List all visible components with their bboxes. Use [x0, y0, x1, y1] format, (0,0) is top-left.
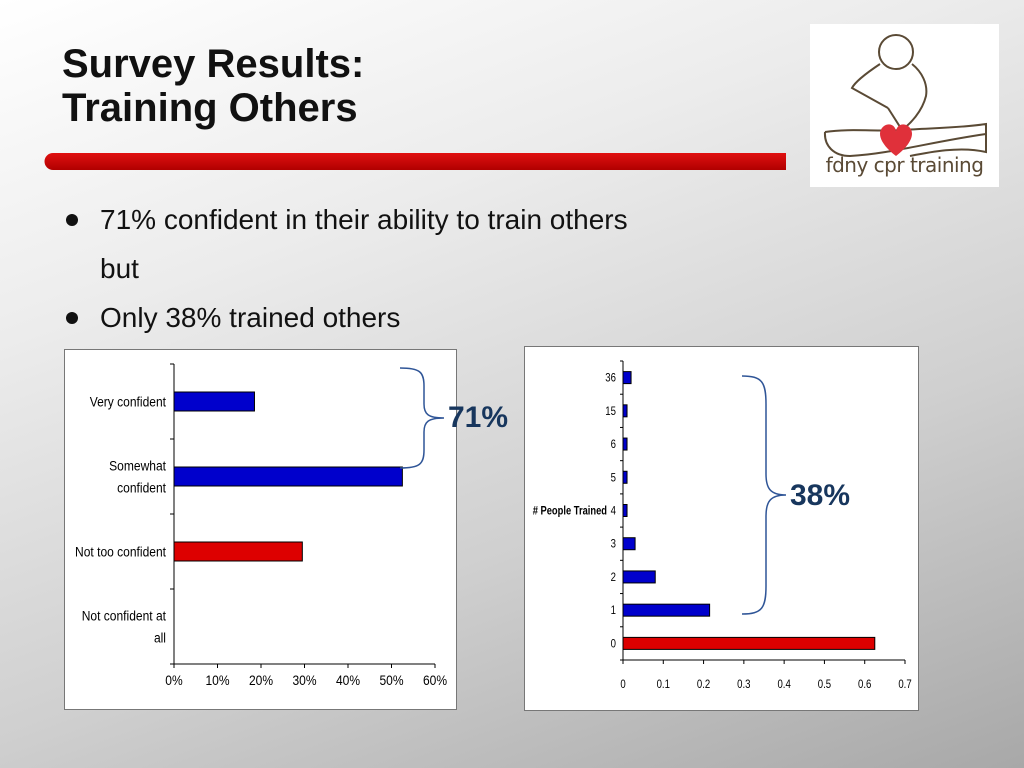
- red-divider-rule: [44, 153, 786, 170]
- x-tick-label: 0.1: [657, 678, 670, 691]
- x-tick-label: 20%: [249, 672, 273, 688]
- x-tick-label: 30%: [292, 672, 316, 688]
- slide-title: Survey Results: Training Others: [62, 42, 364, 130]
- bar-somewhat-confident: [173, 466, 403, 487]
- bullet-text: 71% confident in their ability to train …: [100, 204, 628, 235]
- x-tick-label: 0%: [165, 672, 183, 688]
- cpr-figure-icon: [823, 34, 987, 158]
- brace-38-icon: [741, 375, 787, 615]
- category-label: Very confident: [90, 394, 167, 410]
- category-label: 2: [611, 571, 616, 584]
- title-line-1: Survey Results:: [62, 42, 365, 86]
- bullet-item: Only 38% trained others: [62, 293, 762, 342]
- x-tick-label: 0.5: [818, 678, 831, 691]
- y-axis-label: # People Trained: [533, 504, 607, 517]
- x-tick-label: 60%: [423, 672, 447, 688]
- category-label: 4: [611, 505, 616, 518]
- people-trained-bar-chart: 36 15 6 5 4 3 2 1 0 # People Trained 0 0.1 0.2 0.3 0.4…: [524, 346, 919, 711]
- category-label: 6: [611, 438, 616, 451]
- people-trained-chart-svg: 36 15 6 5 4 3 2 1 0 # People Trained 0 0.1 0.2 0.3 0.4…: [533, 360, 912, 691]
- category-label: confident: [117, 480, 166, 496]
- category-label: Not too confident: [75, 544, 166, 560]
- x-tick-label: 0: [620, 678, 625, 691]
- logo-text: fdny cpr training: [825, 153, 984, 177]
- bar-people-trained-15: [622, 404, 628, 418]
- category-label: 5: [611, 471, 616, 484]
- x-tick-label: 10%: [205, 672, 229, 688]
- callout-71-percent: 71%: [448, 401, 509, 434]
- x-tick-label: 0.4: [777, 678, 790, 691]
- bar-not-too-confident: [173, 541, 303, 562]
- x-tick-label: 0.6: [858, 678, 871, 691]
- fdny-cpr-logo: fdny cpr training: [810, 24, 999, 187]
- category-label: all: [154, 630, 166, 646]
- bullet-list: 71% confident in their ability to train …: [62, 195, 762, 342]
- bar-people-trained-5: [622, 470, 628, 484]
- category-label: 15: [605, 405, 616, 418]
- bar-people-trained-3: [622, 537, 636, 551]
- bar-people-trained-0: [622, 636, 876, 650]
- title-line-2: Training Others: [62, 86, 358, 130]
- category-label: 3: [611, 538, 616, 551]
- bar-very-confident: [173, 391, 255, 412]
- callout-38-percent: 38%: [790, 479, 851, 512]
- x-tick-label: 0.2: [697, 678, 710, 691]
- brace-71-icon: [399, 367, 445, 469]
- bar-people-trained-6: [622, 437, 628, 451]
- confidence-chart-svg: Very confident Somewhat confident Not too c…: [75, 363, 447, 688]
- bullet-item: 71% confident in their ability to train …: [62, 195, 762, 244]
- x-tick-label: 40%: [336, 672, 360, 688]
- bar-people-trained-36: [622, 371, 632, 385]
- category-label: 0: [611, 637, 616, 650]
- bullet-text: Only 38% trained others: [100, 302, 401, 333]
- bar-people-trained-4: [622, 504, 628, 517]
- confidence-bar-chart: Very confident Somewhat confident Not too c…: [64, 349, 457, 710]
- bullet-continuation: but: [62, 244, 762, 293]
- category-label: 1: [611, 604, 616, 617]
- bar-people-trained-1: [622, 603, 711, 617]
- x-tick-label: 0.7: [898, 678, 911, 691]
- bar-people-trained-2: [622, 570, 656, 584]
- x-tick-label: 0.3: [737, 678, 750, 691]
- bullet-dot-icon: [66, 312, 78, 324]
- bullet-dot-icon: [66, 214, 78, 226]
- category-label: 36: [605, 372, 616, 385]
- x-tick-label: 50%: [379, 672, 403, 688]
- bullet-text: but: [100, 253, 139, 284]
- category-label: Not confident at: [82, 608, 167, 624]
- category-label: Somewhat: [109, 458, 166, 474]
